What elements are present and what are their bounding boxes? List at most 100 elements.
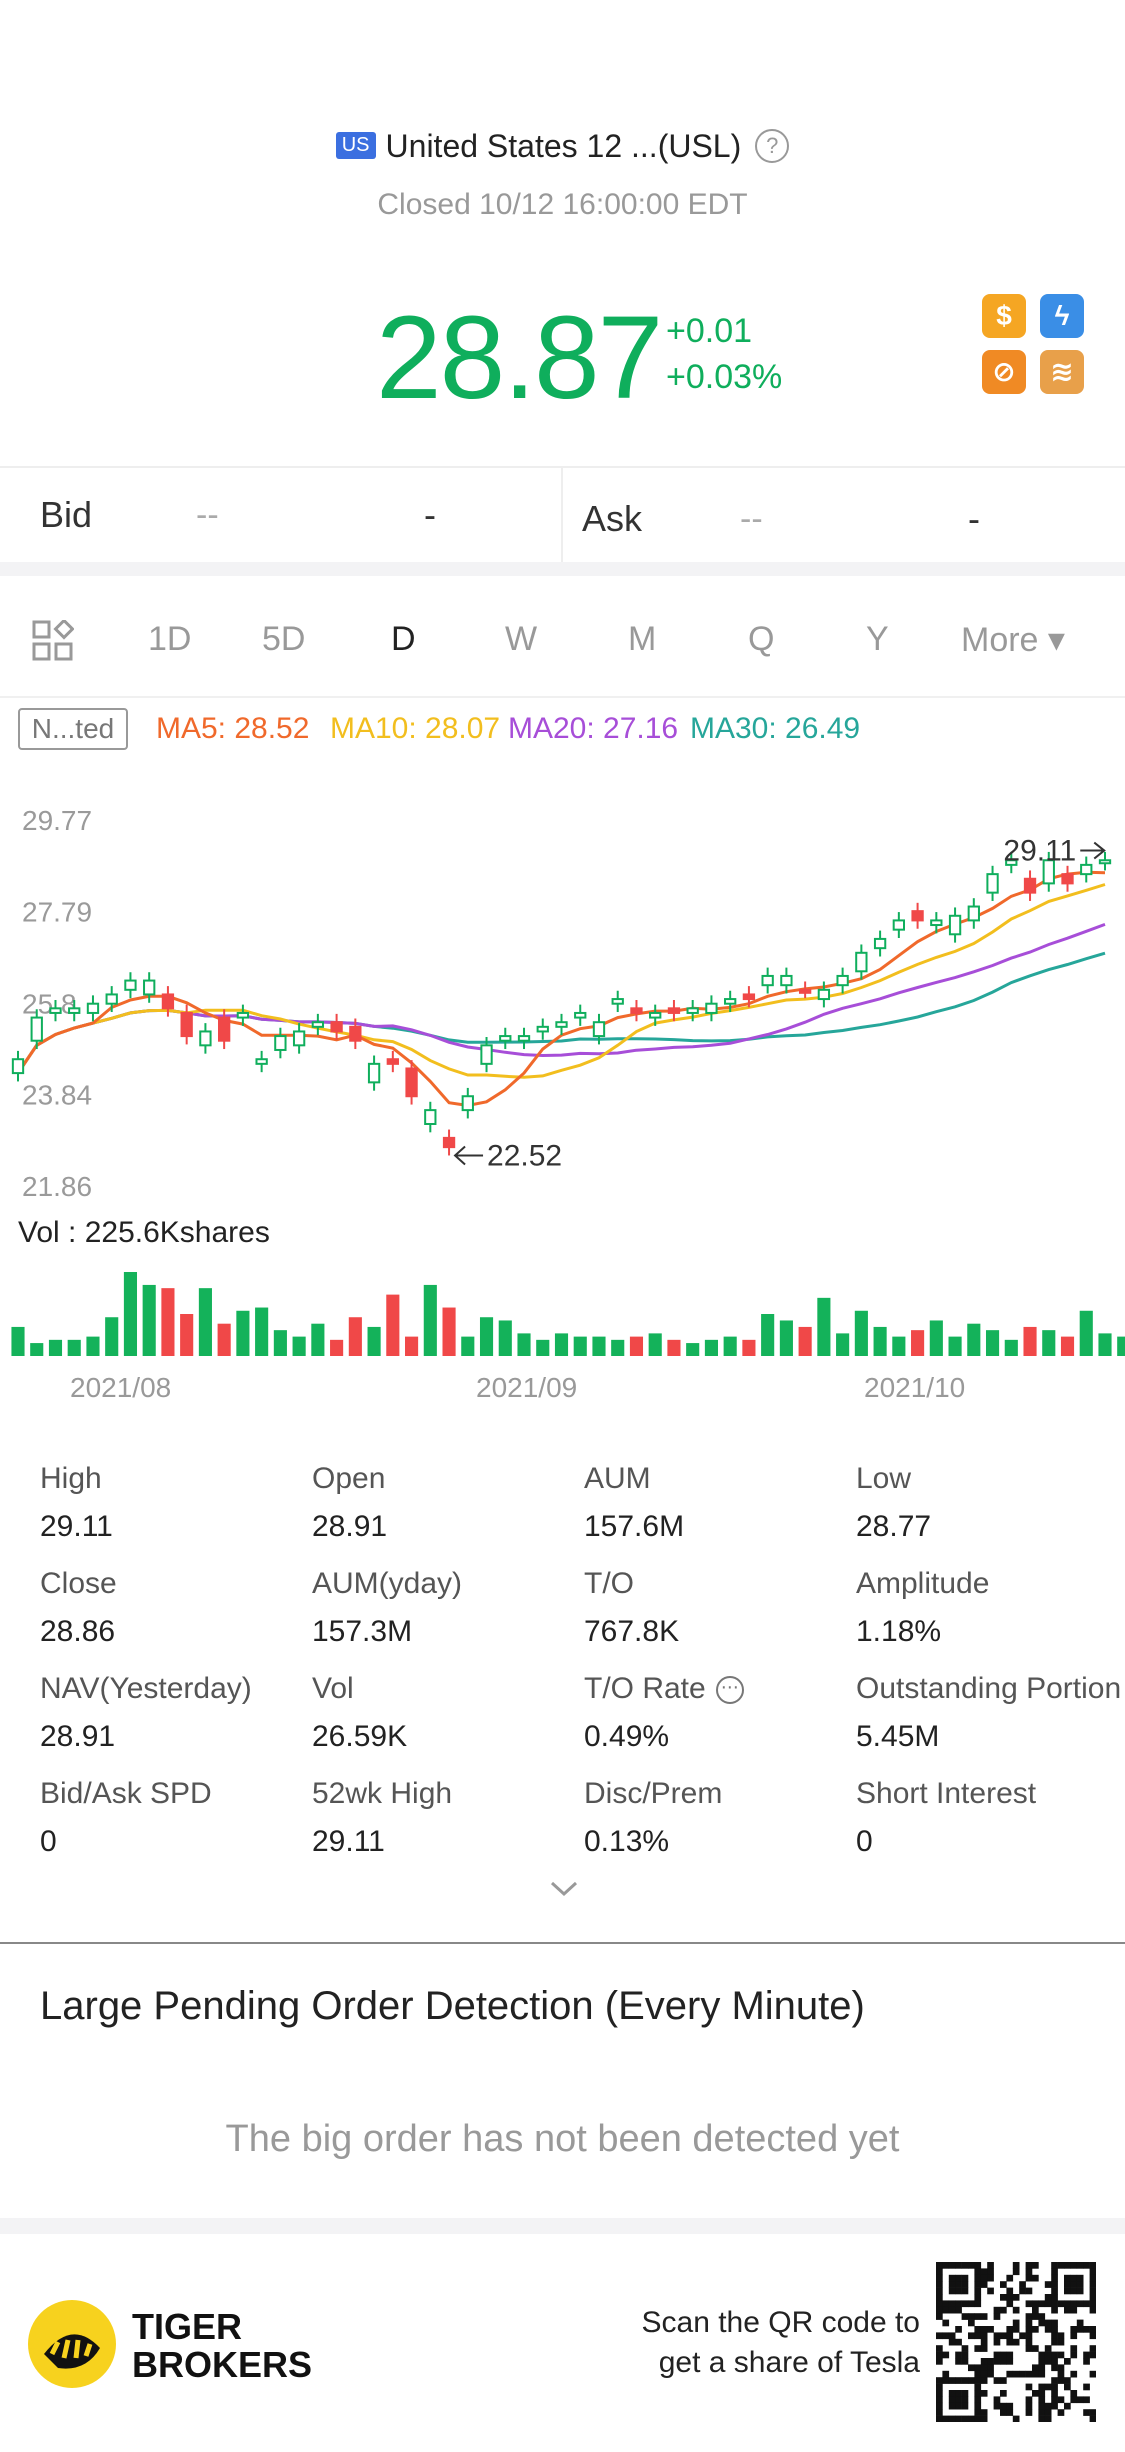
volume-bar — [573, 1336, 587, 1356]
tab-quarter[interactable]: Q — [748, 620, 775, 658]
candle — [536, 1018, 549, 1040]
volume-bar — [1042, 1330, 1056, 1356]
x-tick-label: 2021/09 — [476, 1372, 578, 1403]
volume-bar — [1079, 1310, 1093, 1356]
candle — [349, 1018, 362, 1050]
security-title[interactable]: US United States 12 ...(USL)? — [0, 128, 1125, 166]
candle — [986, 865, 999, 901]
qr-code — [936, 2262, 1096, 2422]
volume-bar — [236, 1310, 250, 1356]
tab-more[interactable]: More ▾ — [961, 621, 1065, 659]
y-tick-label: 27.79 — [22, 897, 92, 928]
candle — [499, 1027, 512, 1050]
candle — [873, 930, 887, 957]
volume-bar — [386, 1294, 400, 1356]
candle — [761, 967, 774, 994]
ask-size: - — [968, 498, 980, 539]
candle — [911, 902, 924, 929]
candle — [667, 999, 681, 1022]
stat-value: 26.59K — [312, 1720, 408, 1753]
candlestick-chart[interactable]: 29.77 27.79 25.8 23.84 21.86 29.11 22.52 — [0, 790, 1125, 1370]
moving-average-lines — [16, 870, 1106, 1108]
candle — [143, 972, 156, 1003]
candle — [892, 912, 905, 938]
volume-bar — [704, 1339, 718, 1356]
candle — [105, 986, 118, 1013]
candle — [574, 1004, 587, 1026]
tab-day[interactable]: D — [391, 620, 416, 658]
candle — [480, 1037, 493, 1073]
candles — [11, 851, 1112, 1156]
help-icon[interactable]: ? — [755, 128, 790, 163]
ma5-line — [16, 870, 1106, 1108]
no-short-icon[interactable]: ⊘ — [982, 350, 1026, 394]
candle — [967, 898, 980, 929]
tab-week[interactable]: W — [505, 620, 538, 658]
high-marker: 29.11 — [1003, 835, 1076, 868]
tab-year[interactable]: Y — [866, 620, 889, 658]
dollar-icon[interactable]: $ — [982, 294, 1026, 338]
layers-icon[interactable]: ≋ — [1040, 350, 1084, 394]
volume-bar — [779, 1320, 793, 1356]
volume-bar — [911, 1330, 925, 1356]
candle — [1080, 856, 1093, 883]
lightning-icon[interactable]: ϟ — [1040, 294, 1084, 338]
stat-value: 0 — [856, 1825, 873, 1858]
candle — [161, 986, 175, 1017]
candle — [948, 907, 962, 943]
volume-bar — [686, 1343, 700, 1356]
volume-bar — [929, 1320, 943, 1356]
more-info-icon[interactable]: ⋯ — [715, 1676, 744, 1705]
volume-bar — [1098, 1333, 1112, 1356]
promo-text: get a share of Tesla — [658, 2346, 920, 2379]
stat-label: AUM(yday) — [312, 1567, 463, 1600]
stat-value: 5.45M — [856, 1720, 940, 1753]
y-tick-label: 21.86 — [22, 1171, 92, 1202]
y-axis: 29.77 27.79 25.8 23.84 21.86 — [22, 805, 92, 1202]
stat-value: 157.3M — [312, 1615, 413, 1648]
volume-bar — [180, 1314, 194, 1356]
chevron-down-icon[interactable] — [550, 1880, 578, 1903]
stat-label: Low — [856, 1462, 912, 1495]
candle — [442, 1129, 456, 1156]
volume-bar — [742, 1339, 756, 1356]
volume-bar — [273, 1330, 287, 1356]
tiger-logo — [26, 2298, 118, 2395]
stat-value: 28.77 — [856, 1510, 932, 1543]
candle — [11, 1050, 25, 1082]
layout-grid-icon[interactable] — [32, 618, 75, 667]
candle — [817, 981, 831, 1008]
ma30-value: MA30: 26.49 — [690, 712, 861, 745]
pending-order-empty-state: The big order has not been detected yet — [225, 2118, 900, 2160]
volume-bar — [517, 1333, 531, 1356]
ma20-line — [16, 922, 1106, 1074]
candle — [274, 1027, 287, 1059]
pending-order-title: Large Pending Order Detection (Every Min… — [40, 1984, 865, 2028]
section-gap — [0, 562, 1125, 576]
candle — [236, 1004, 250, 1026]
volume-bar — [1004, 1339, 1018, 1356]
tab-1d[interactable]: 1D — [148, 620, 192, 658]
volume-bar — [442, 1307, 456, 1356]
volume-bar — [498, 1320, 512, 1356]
candle — [686, 999, 699, 1022]
candle — [424, 1101, 437, 1133]
ma5-value: MA5: 28.52 — [156, 712, 310, 745]
candle — [1023, 870, 1037, 901]
adjustment-selector[interactable]: N...ted — [18, 708, 128, 750]
market-badge: US — [335, 132, 376, 160]
volume-bar — [161, 1288, 175, 1356]
arrow-icon — [1080, 841, 1106, 860]
volume-bar — [854, 1310, 868, 1356]
volume-bar — [892, 1336, 906, 1356]
divider — [0, 696, 1125, 698]
tab-5d[interactable]: 5D — [262, 620, 306, 658]
tab-month[interactable]: M — [628, 620, 657, 658]
candle — [742, 986, 756, 1008]
security-name: United States 12 ...(USL) — [385, 128, 742, 164]
candle — [836, 967, 849, 994]
divider — [0, 1942, 1125, 1944]
candle — [592, 1013, 606, 1045]
candle — [86, 995, 100, 1022]
volume-bar — [86, 1336, 100, 1356]
